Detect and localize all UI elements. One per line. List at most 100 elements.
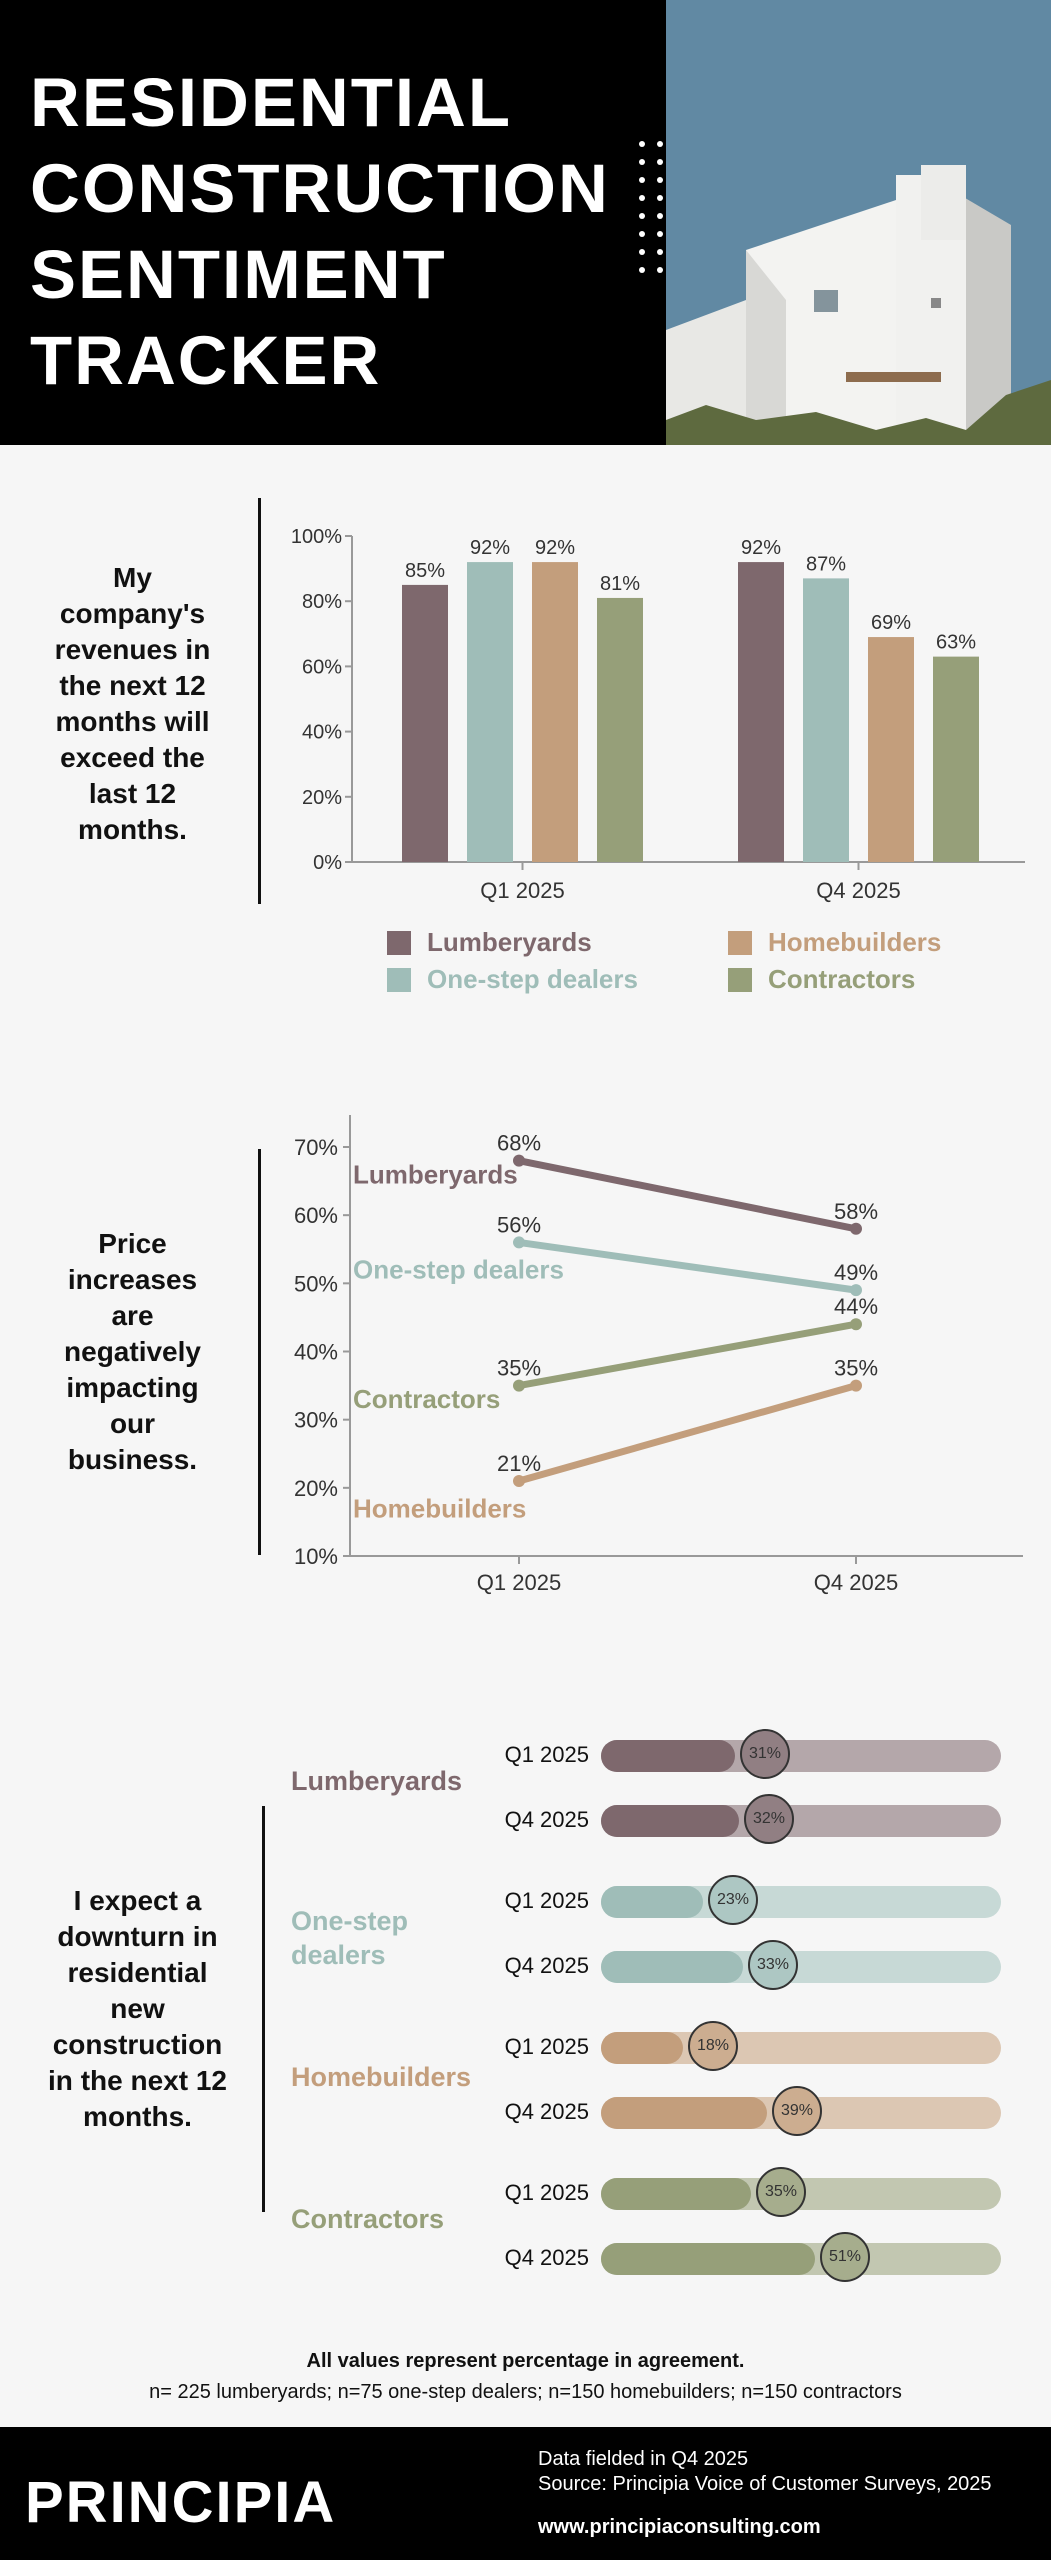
point-data-label: 35% [497,1356,541,1381]
x-tick-label: Q4 2025 [814,1570,898,1595]
data-point [513,1475,525,1488]
legend-item-lumberyards: Lumberyards [387,927,592,958]
bar [738,562,784,862]
y-tick-label: 70% [294,1135,338,1160]
pill-group-label: Contractors [291,2204,445,2234]
bar-data-label: 69% [871,612,911,634]
bar-data-label: 81% [600,573,640,595]
bar-data-label: 87% [806,553,846,575]
bar-chart-question: My company's revenues in the next 12 mon… [54,562,211,845]
pill-row: Q4 2025 33% [505,1940,1001,1990]
line-chart-question: Price increases are negatively impacting… [64,1228,201,1475]
y-tick-label: 50% [294,1271,338,1296]
series-name-label: Lumberyards [353,1159,518,1189]
y-tick-label: 0% [313,852,342,874]
legend-item-homebuilders: Homebuilders [728,927,941,958]
x-tick-label: Q1 2025 [477,1570,561,1595]
pill-row: Q1 2025 35% [505,2167,1001,2217]
legend-swatch [387,967,411,992]
pill-value-knob: 23% [708,1875,758,1925]
building-photo [666,0,1051,445]
y-tick-label: 10% [294,1544,338,1569]
data-point [850,1318,862,1331]
footer: PRINCIPIA Data fielded in Q4 2025 Source… [0,2427,1051,2560]
y-tick-label: 100% [291,526,342,548]
pill-row: Q1 2025 18% [505,2021,1001,2071]
y-tick-label: 60% [294,1203,338,1228]
pill-row: Q1 2025 23% [505,1875,1001,1925]
series-line [515,1382,860,1485]
pill-value-knob: 51% [820,2232,870,2282]
point-data-label: 44% [834,1294,878,1319]
pill-fill [601,2032,683,2064]
pill-fill [601,1740,735,1772]
pill-value-knob: 39% [772,2086,822,2136]
y-tick-label: 40% [294,1340,338,1365]
series-name-label: Contractors [353,1384,500,1414]
y-tick-label: 30% [294,1408,338,1433]
y-tick-label: 60% [302,656,342,678]
divider-line [258,498,261,904]
title-line: TRACKER [30,322,382,399]
pill-fill [601,2097,767,2129]
data-point [850,1284,862,1297]
title-line: RESIDENTIAL [30,64,513,141]
downturn-question: I expect a downturn in residential new c… [48,1885,227,2132]
footer-source: Source: Principia Voice of Customer Surv… [538,2473,992,2495]
data-point [850,1222,862,1235]
title-line: SENTIMENT [30,236,447,313]
bar [933,656,979,862]
notes-line-1: All values represent percentage in agree… [306,2350,745,2372]
footer-website[interactable]: www.principiaconsulting.com [538,2516,821,2538]
title-line: CONSTRUCTION [30,150,610,227]
point-data-label: 35% [834,1356,878,1381]
pill-group-label: Homebuilders [291,2062,472,2092]
header: RESIDENTIAL CONSTRUCTION SENTIMENT TRACK… [0,0,1051,445]
legend-swatch [728,930,752,955]
bar-data-label: 92% [741,537,781,559]
bar-data-label: 92% [535,537,575,559]
point-data-label: 49% [834,1260,878,1285]
pill-fill [601,1886,703,1918]
pill-row: Q1 2025 31% [505,1729,1001,1779]
pill-group-label: Lumberyards [291,1766,463,1796]
bar-data-label: 85% [405,560,445,582]
data-point [513,1236,525,1249]
bar [597,597,643,862]
pill-fill [601,2178,751,2210]
legend-item-contractors: Contractors [728,964,915,995]
pill-value-knob: 35% [756,2167,806,2217]
bar [467,562,513,862]
pill-row: Q4 2025 39% [505,2086,1001,2136]
notes: All values represent percentage in agree… [0,2350,1051,2404]
pill-fill [601,1805,739,1837]
bar [402,584,448,862]
series-name-label: Homebuilders [353,1493,526,1523]
point-data-label: 68% [497,1131,541,1156]
pill-period-label: Q1 2025 [504,2180,589,2205]
pill-value-knob: 33% [748,1940,798,1990]
pill-row: Q4 2025 32% [505,1794,1001,1844]
bar [803,578,849,862]
series-name-label: One-step dealers [353,1255,564,1285]
legend-label: Contractors [768,964,916,994]
series-line [515,1157,860,1233]
data-point [850,1379,862,1392]
bar [532,562,578,862]
pill-fill [601,2243,815,2275]
price-line-chart: 10% 20% 30% 40% 50% 60% 70% Q1 2025 Q4 2025 68% 58… [294,1115,1023,1595]
legend-swatch [728,967,752,992]
footer-data-fielded: Data fielded in Q4 2025 [538,2448,749,2470]
y-tick-label: 20% [302,787,342,809]
legend-label: Lumberyards [427,927,592,957]
pill-period-label: Q1 2025 [504,2034,589,2059]
pill-group-label: One-step dealers [291,1906,409,1970]
x-tick-label: Q1 2025 [480,878,564,903]
pill-period-label: Q4 2025 [504,1953,589,1978]
revenue-bar-chart: 0% 20% 40% 60% 80% 100% Q1 2025 85% 92% 92% 81% Q4 … [291,526,1025,903]
y-tick-label: 40% [302,722,342,744]
legend-item-one-step-dealers: One-step dealers [387,964,638,995]
y-tick-label: 80% [302,591,342,613]
principia-logo: PRINCIPIA [25,2470,337,2535]
pill-period-label: Q1 2025 [504,1888,589,1913]
